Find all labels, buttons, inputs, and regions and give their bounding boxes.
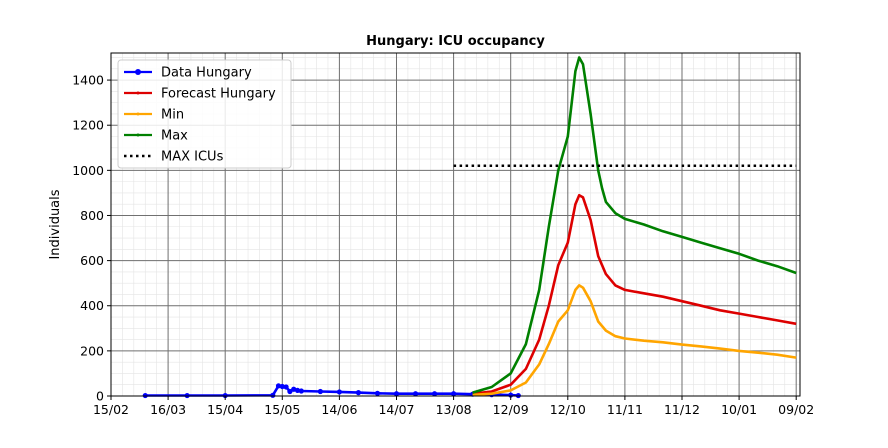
x-tick-label: 15/04 (207, 402, 243, 417)
x-tick-label: 10/01 (721, 402, 757, 417)
y-tick-label: 600 (80, 253, 104, 268)
legend-marker-data-hungary (135, 69, 141, 75)
x-tick-label: 13/08 (436, 402, 472, 417)
data-point-data-hungary (317, 388, 323, 395)
legend-marker-max (136, 133, 140, 137)
legend-marker-forecast-hungary (136, 91, 140, 95)
x-tick-label: 15/02 (93, 402, 129, 417)
legend-label-forecast-hungary: Forecast Hungary (161, 87, 276, 102)
data-point-data-hungary (374, 390, 381, 396)
x-tick-label: 16/03 (150, 402, 186, 417)
legend-label-data-hungary: Data Hungary (161, 66, 252, 81)
y-axis-label: Individuals (48, 189, 63, 259)
y-tick-label: 200 (80, 343, 104, 358)
legend-box (117, 59, 292, 169)
x-tick-label: 11/12 (664, 402, 700, 417)
data-point-data-hungary (393, 391, 400, 397)
x-tick-label: 14/06 (321, 402, 357, 417)
axes: 15/02 16/03 15/04 15/05 14/06 14/07 13/08 12/09… (72, 73, 814, 417)
legend: Data Hungary Forecast Hungary Min Max MAX IC… (117, 59, 292, 169)
y-tick-label: 800 (80, 208, 104, 223)
y-tick-label: 0 (96, 389, 104, 404)
y-tick-label: 1400 (72, 73, 104, 88)
legend-label-max-icus: MAX ICUs (161, 150, 224, 165)
series-line-min (472, 284, 797, 397)
data-point-data-hungary (450, 391, 457, 397)
y-tick-label: 400 (80, 298, 104, 313)
x-tick-label: 15/05 (264, 402, 300, 417)
x-tick-label: 09/02 (778, 402, 814, 417)
legend-label-min: Min (161, 108, 184, 123)
x-tick-label: 11/11 (607, 402, 643, 417)
y-tick-label: 1200 (72, 118, 104, 133)
data-point-data-hungary (279, 383, 285, 390)
data-point-data-hungary (431, 391, 438, 397)
data-point-data-hungary (298, 388, 304, 394)
plot-frame (110, 52, 801, 397)
x-tick-label: 12/09 (493, 402, 529, 417)
data-point-data-hungary (355, 390, 362, 396)
data-point-data-hungary (287, 388, 293, 395)
legend-marker-min (136, 112, 140, 116)
data-point-data-hungary (270, 392, 276, 398)
data-point-data-hungary (283, 384, 289, 390)
legend-label-max: Max (161, 129, 188, 144)
series-line-max (472, 56, 797, 394)
x-tick-label: 12/10 (550, 402, 586, 417)
data-point-data-hungary (336, 389, 342, 395)
chart-title: Hungary: ICU occupancy (366, 34, 545, 49)
data-point-data-hungary (412, 391, 419, 397)
series-line-forecast-hungary (472, 193, 797, 395)
y-tick-label: 1000 (72, 163, 104, 178)
x-tick-label: 14/07 (378, 402, 414, 417)
series-layer (142, 56, 797, 399)
